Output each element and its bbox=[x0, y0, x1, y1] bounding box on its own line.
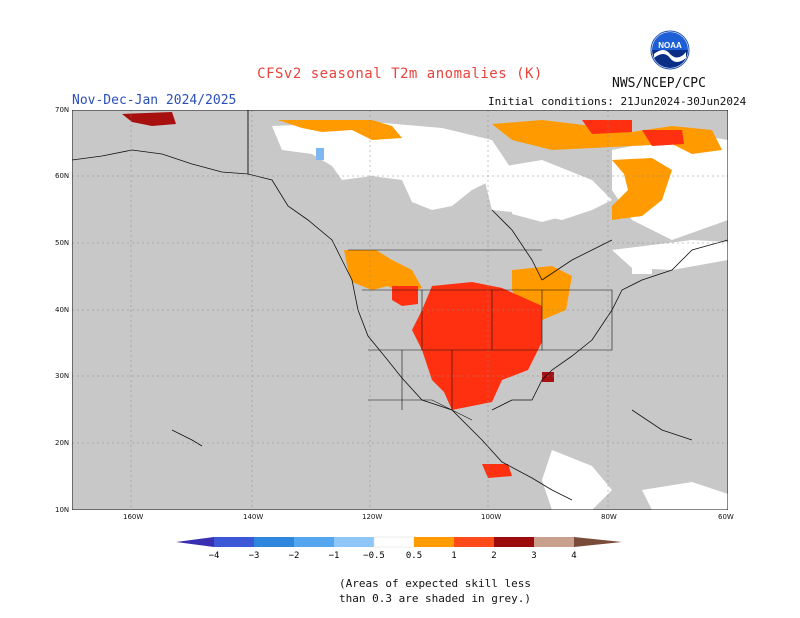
legend-label: −2 bbox=[289, 551, 300, 561]
forecast-period: Nov-Dec-Jan 2024/2025 bbox=[72, 93, 237, 108]
cool-anomaly bbox=[316, 148, 324, 160]
legend-swatch bbox=[534, 537, 574, 547]
lon-label: 160W bbox=[123, 513, 144, 521]
legend-swatch bbox=[254, 537, 294, 547]
lon-label: 60W bbox=[718, 513, 734, 521]
lat-label: 20N bbox=[55, 439, 70, 447]
color-scale-legend: −4 −3 −2 −1 −0.5 0.5 1 2 3 4 bbox=[176, 536, 622, 561]
initial-conditions: Initial conditions: 21Jun2024-30Jun2024 bbox=[488, 95, 747, 108]
lat-label: 60N bbox=[55, 172, 70, 180]
lon-label: 120W bbox=[362, 513, 383, 521]
legend-label: −1 bbox=[329, 551, 340, 561]
legend-label: 4 bbox=[571, 551, 576, 561]
lat-label: 30N bbox=[55, 372, 70, 380]
legend-label: 2 bbox=[491, 551, 496, 561]
lon-label: 140W bbox=[243, 513, 264, 521]
anomaly-map bbox=[72, 110, 728, 510]
legend-label: 1 bbox=[451, 551, 456, 561]
legend-label: 3 bbox=[531, 551, 536, 561]
warm-anomaly-mid bbox=[392, 120, 684, 478]
legend-label: −3 bbox=[249, 551, 260, 561]
legend-swatch bbox=[294, 537, 334, 547]
political-boundaries bbox=[247, 110, 613, 421]
legend-swatch bbox=[494, 537, 534, 547]
legend-arrow-right bbox=[574, 537, 622, 547]
warm-anomaly-high bbox=[122, 112, 554, 382]
logo-text: NOAA bbox=[658, 41, 682, 50]
warm-anomaly-light bbox=[278, 120, 722, 320]
footnote: (Areas of expected skill less than 0.3 a… bbox=[0, 576, 800, 606]
legend-arrow-left bbox=[176, 537, 214, 547]
lon-label: 100W bbox=[481, 513, 502, 521]
lat-label: 70N bbox=[55, 106, 70, 114]
legend-swatch bbox=[414, 537, 454, 547]
lat-label: 40N bbox=[55, 306, 70, 314]
lat-label: 50N bbox=[55, 239, 70, 247]
legend-label: −4 bbox=[209, 551, 220, 561]
footnote-line-1: (Areas of expected skill less bbox=[338, 577, 532, 590]
chart-title: CFSv2 seasonal T2m anomalies (K) bbox=[257, 66, 543, 82]
noaa-logo: NOAA bbox=[650, 30, 690, 70]
agency-label: NWS/NCEP/CPC bbox=[612, 76, 706, 91]
legend-swatch bbox=[334, 537, 374, 547]
legend-label: −0.5 bbox=[363, 551, 385, 561]
legend-swatch bbox=[373, 536, 415, 548]
footnote-line-2: than 0.3 are shaded in grey.) bbox=[338, 592, 532, 605]
lat-label: 10N bbox=[55, 506, 70, 514]
graticule bbox=[72, 110, 728, 510]
legend-swatch bbox=[454, 537, 494, 547]
legend-swatch bbox=[214, 537, 254, 547]
coastlines bbox=[72, 110, 728, 501]
lon-label: 80W bbox=[601, 513, 617, 521]
legend-label: 0.5 bbox=[406, 551, 422, 561]
